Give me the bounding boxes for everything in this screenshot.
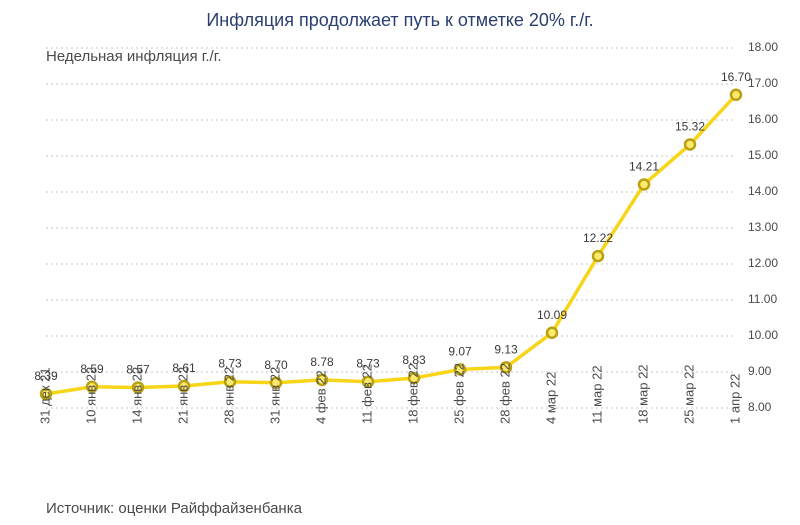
y-tick-label: 14.00 bbox=[748, 184, 778, 198]
chart-title: Инфляция продолжает путь к отметке 20% г… bbox=[0, 10, 800, 31]
x-tick-label: 28 янв 22 bbox=[221, 367, 236, 424]
data-marker bbox=[731, 90, 741, 100]
data-marker bbox=[639, 179, 649, 189]
data-label: 12.22 bbox=[583, 231, 613, 245]
data-marker bbox=[593, 251, 603, 261]
y-tick-label: 15.00 bbox=[748, 148, 778, 162]
chart-source: Источник: оценки Райффайзенбанка bbox=[46, 500, 302, 517]
y-tick-label: 10.00 bbox=[748, 328, 778, 342]
data-label: 14.21 bbox=[629, 159, 659, 173]
y-tick-label: 13.00 bbox=[748, 220, 778, 234]
data-marker bbox=[685, 139, 695, 149]
data-label: 15.32 bbox=[675, 119, 705, 133]
data-label: 16.70 bbox=[721, 70, 751, 84]
series-line bbox=[46, 95, 736, 394]
data-label: 9.13 bbox=[494, 342, 518, 356]
chart-subtitle: Недельная инфляция г./г. bbox=[46, 48, 222, 65]
y-tick-label: 17.00 bbox=[748, 76, 778, 90]
x-tick-label: 25 фев 22 bbox=[451, 363, 466, 424]
x-tick-label: 25 мар 22 bbox=[681, 364, 696, 424]
data-label: 10.09 bbox=[537, 308, 567, 322]
x-tick-label: 28 фев 22 bbox=[497, 363, 512, 424]
chart-svg: 8.00 9.00 10.00 11.00 12.00 13.00 14.00 15.00 16… bbox=[0, 0, 800, 525]
y-tick-label: 12.00 bbox=[748, 256, 778, 270]
y-tick-label: 8.00 bbox=[748, 400, 772, 414]
data-marker bbox=[547, 328, 557, 338]
y-tick-label: 16.00 bbox=[748, 112, 778, 126]
x-tick-label: 31 дек 21 bbox=[37, 367, 52, 424]
x-tick-label: 1 апр 22 bbox=[727, 374, 742, 424]
y-tick-label: 18.00 bbox=[748, 40, 778, 54]
x-tick-label: 4 мар 22 bbox=[543, 372, 558, 424]
x-tick-label: 18 мар 22 bbox=[635, 364, 650, 424]
x-tick-label: 11 фев 22 bbox=[359, 364, 374, 424]
x-tick-label: 21 янв 22 bbox=[175, 367, 190, 424]
y-tick-label: 9.00 bbox=[748, 364, 772, 378]
x-tick-label: 11 мар 22 bbox=[589, 365, 604, 424]
data-label: 9.07 bbox=[448, 344, 472, 358]
x-tick-label: 10 янв 22 bbox=[83, 367, 98, 424]
y-tick-label: 11.00 bbox=[748, 292, 777, 306]
x-tick-label: 14 янв 22 bbox=[129, 367, 144, 424]
data-label: 8.78 bbox=[310, 355, 334, 369]
x-tick-label: 31 янв 22 bbox=[267, 367, 282, 424]
x-tick-label: 4 фев 22 bbox=[313, 370, 328, 424]
chart-container: Инфляция продолжает путь к отметке 20% г… bbox=[0, 0, 800, 525]
x-tick-label: 18 фев 22 bbox=[405, 363, 420, 424]
